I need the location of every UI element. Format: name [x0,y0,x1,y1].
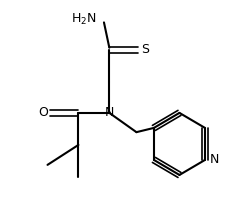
Text: H$_2$N: H$_2$N [71,11,97,27]
Text: S: S [141,43,149,56]
Text: O: O [39,106,48,119]
Text: N: N [210,153,219,166]
Text: N: N [105,106,114,119]
